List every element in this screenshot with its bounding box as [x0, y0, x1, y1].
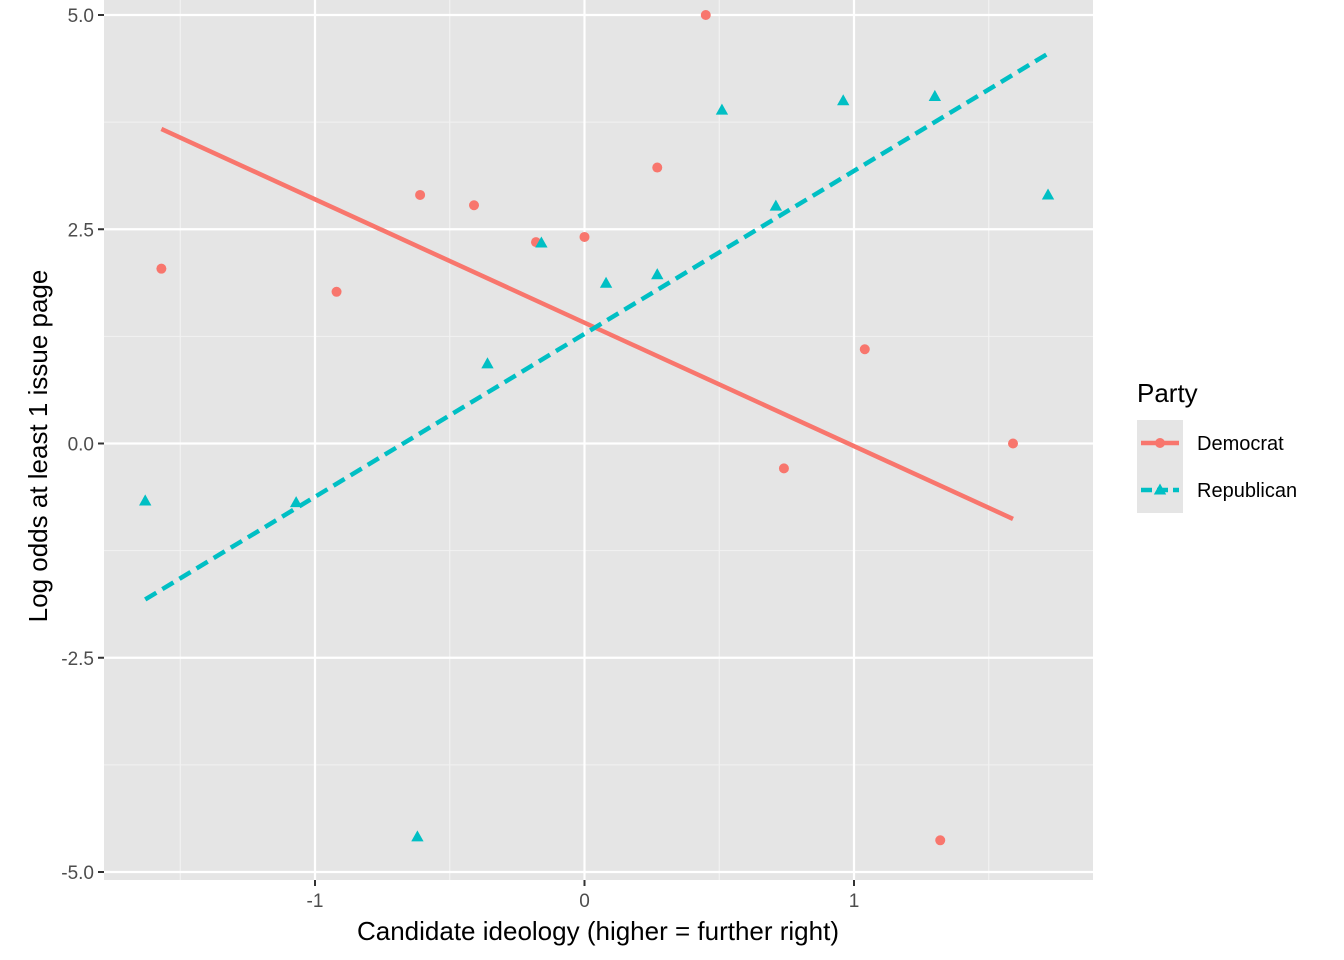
republican-point-10 — [928, 89, 942, 101]
y-axis: -5.0 -2.5 0.0 2.5 5.0 — [61, 6, 104, 884]
fit-line-democrat — [160, 126, 1014, 521]
y-tick-label-3: 2.5 — [68, 220, 94, 241]
x-axis-title: Candidate ideology (higher = further rig… — [357, 916, 839, 946]
democrat-point-9 — [859, 344, 870, 355]
democrat-point-7 — [700, 10, 711, 20]
democrat-point-3 — [469, 200, 480, 211]
grid-minor — [104, 0, 1093, 880]
x-tick-label-2: 1 — [849, 891, 860, 912]
republican-point-8 — [769, 199, 783, 211]
y-tick-label-2: 0.0 — [68, 435, 94, 456]
republican-point-5 — [599, 276, 613, 288]
democrat-point-2 — [415, 189, 426, 200]
grid-major — [104, 0, 1093, 880]
legend-marker-democrat — [1155, 438, 1165, 448]
republican-point-3 — [481, 357, 494, 369]
legend-label-republican: Republican — [1197, 480, 1297, 502]
democrat-point-0 — [156, 263, 167, 274]
democrat-point-11 — [1008, 438, 1019, 449]
x-axis: -1 0 1 — [307, 880, 860, 912]
fit-lines — [144, 51, 1050, 602]
legend: Party Democrat Republican — [1137, 378, 1297, 513]
y-tick-label-0: -5.0 — [61, 863, 94, 884]
republican-point-1 — [289, 496, 303, 508]
republican-point-0 — [139, 494, 152, 506]
legend-keys — [1141, 438, 1179, 495]
republican-point-4 — [535, 236, 548, 248]
legend-label-democrat: Democrat — [1197, 433, 1284, 455]
legend-key-background — [1137, 420, 1183, 513]
republican-point-7 — [715, 103, 729, 115]
y-tick-label-4: 5.0 — [68, 6, 94, 27]
x-tick-label-1: 0 — [579, 891, 590, 912]
democrat-point-1 — [331, 286, 342, 297]
plot-panel — [104, 0, 1093, 880]
democrat-point-8 — [778, 463, 789, 474]
legend-title: Party — [1137, 378, 1198, 408]
democrat-point-5 — [579, 231, 590, 242]
republican-point-9 — [837, 94, 850, 106]
democrat-point-6 — [652, 162, 663, 173]
fit-line-republican — [144, 51, 1050, 602]
data-points — [139, 10, 1055, 846]
republican-point-2 — [411, 830, 424, 842]
y-axis-title: Log odds at least 1 issue page — [23, 270, 53, 623]
republican-point-6 — [651, 268, 664, 280]
democrat-point-10 — [935, 835, 946, 846]
republican-point-11 — [1041, 188, 1055, 200]
legend-marker-republican — [1153, 483, 1167, 495]
y-tick-label-1: -2.5 — [61, 649, 94, 670]
x-tick-label-0: -1 — [307, 891, 324, 912]
